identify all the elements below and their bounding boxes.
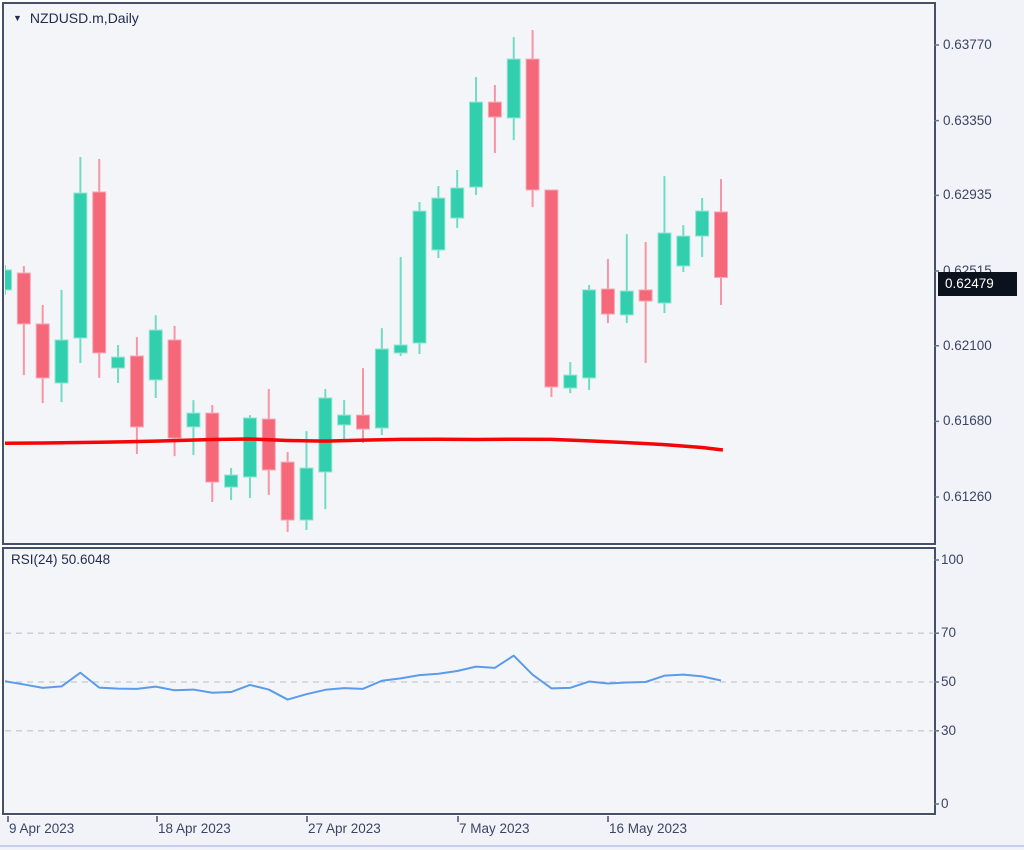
candle-body (600, 288, 615, 315)
candle-body (92, 191, 107, 354)
candle-body (619, 290, 634, 316)
rsi-indicator-label: RSI(24) 50.6048 (11, 552, 110, 567)
price-axis-label: 0.63770 (943, 37, 992, 52)
candle-body (16, 272, 31, 325)
candle-body (73, 192, 88, 339)
candle-body (487, 101, 502, 118)
date-label: 27 Apr 2023 (308, 821, 381, 836)
candle-body (167, 339, 182, 439)
rsi-axis-label: 0 (941, 796, 949, 811)
candle-body (35, 323, 50, 379)
symbol-selector[interactable]: ▼ NZDUSD.m,Daily (13, 10, 139, 26)
symbol-title: NZDUSD.m,Daily (29, 10, 139, 26)
candle-body (393, 344, 408, 354)
candle-body (374, 348, 389, 429)
candle-body (713, 211, 728, 278)
candle-body (337, 414, 352, 426)
candles-layer (5, 30, 728, 532)
candle-body (695, 210, 710, 237)
candle-body (129, 355, 144, 428)
candle-body (205, 412, 220, 483)
candle-body (525, 58, 540, 191)
candle-body (506, 58, 521, 119)
price-panel-border (2, 2, 936, 545)
candle-body (261, 418, 276, 471)
rsi-panel[interactable] (3, 548, 935, 814)
candle-body (638, 289, 653, 302)
candle-body (148, 329, 163, 381)
rsi-axis-label: 30 (941, 723, 957, 738)
right-axis-strip (936, 0, 1024, 850)
date-label: 16 May 2023 (609, 821, 688, 836)
candle-body (54, 339, 69, 384)
date-label: 18 Apr 2023 (158, 821, 231, 836)
candle-body (224, 474, 239, 488)
candle-body (582, 289, 597, 379)
rsi-value: 50.6048 (61, 552, 111, 567)
candle-body (355, 414, 370, 430)
candle-body (280, 461, 295, 521)
rsi-layer (5, 632, 933, 732)
candle-body (242, 417, 257, 478)
price-axis-label: 0.61260 (943, 489, 992, 504)
rsi-axis-label: 100 (941, 552, 964, 567)
candle-body (318, 397, 333, 473)
candle-body (431, 197, 446, 251)
candle-body (469, 101, 484, 188)
candle-body (186, 412, 201, 428)
current-price-value: 0.62479 (945, 276, 994, 291)
candle-body (676, 235, 691, 267)
date-label: 7 May 2023 (459, 821, 530, 836)
rsi-axis-label: 50 (941, 674, 957, 689)
current-price-badge: 0.62479 (938, 272, 1017, 296)
rsi-panel-border (2, 547, 936, 815)
candle-body (412, 210, 427, 344)
price-axis-label: 0.62100 (943, 338, 992, 353)
chevron-down-icon: ▼ (13, 13, 22, 23)
window-bottom-edge (0, 845, 1024, 847)
candle-body (657, 232, 672, 304)
moving-average-line (5, 437, 724, 452)
candle-body (544, 189, 559, 388)
date-label: 9 Apr 2023 (9, 821, 75, 836)
candle-body (299, 467, 314, 521)
rsi-line (5, 654, 722, 701)
rsi-name: RSI(24) (11, 552, 58, 567)
rsi-axis-label: 70 (941, 625, 957, 640)
candle-body (563, 374, 578, 389)
price-axis-label: 0.61680 (943, 413, 992, 428)
bottom-axis-strip (0, 816, 1024, 850)
price-axis-label: 0.63350 (943, 113, 992, 128)
candle-body (111, 356, 126, 369)
price-axis-label: 0.62935 (943, 187, 992, 202)
candle-body (450, 187, 465, 219)
price-panel[interactable] (3, 3, 935, 544)
candle-body (5, 269, 12, 291)
